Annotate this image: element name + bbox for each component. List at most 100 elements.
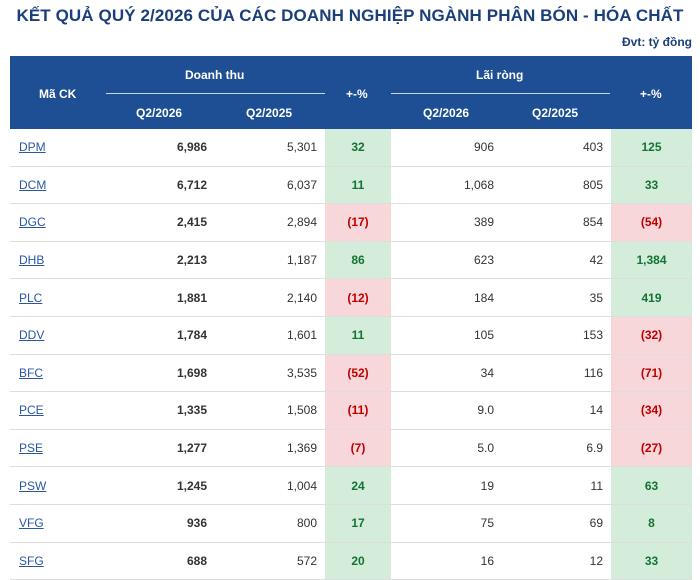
revenue-change: 86 [325, 241, 391, 279]
profit-q2-2026: 75 [480, 516, 494, 531]
profit-change: (34) [611, 392, 692, 429]
profit-change: 63 [611, 467, 692, 504]
revenue-change: (11) [325, 392, 391, 429]
profit-q2-2026: 5.0 [477, 441, 494, 456]
revenue-q2-2025: 800 [296, 516, 317, 531]
table-row: DGC 2,415 2,894 (17) 389 854 (54) [10, 204, 692, 242]
ticker-link[interactable]: SFG [19, 553, 44, 568]
table-row: DPM 6,986 5,301 32 906 403 125 [10, 129, 692, 167]
table-row: PSE 1,277 1,369 (7) 5.0 6.9 (27) [10, 429, 692, 468]
table-row: VFG 936 800 17 75 69 8 [10, 504, 692, 543]
revenue-change: 11 [325, 166, 391, 204]
revenue-change: 20 [325, 542, 391, 580]
revenue-q2-2025: 572 [296, 553, 317, 568]
table-row: DCM 6,712 6,037 11 1,068 805 33 [10, 166, 692, 205]
profit-q2-2026: 9.0 [477, 403, 494, 418]
profit-q2-2026: 105 [473, 328, 494, 343]
table-row: DHB 2,213 1,187 86 623 42 1,384 [10, 241, 692, 280]
ticker-link[interactable]: DGC [19, 215, 46, 230]
profit-q2-2025: 35 [589, 290, 603, 305]
profit-change: 33 [611, 542, 692, 580]
profit-q2-2026: 34 [480, 365, 494, 380]
profit-q2-2025: 805 [582, 177, 603, 192]
revenue-q2-2026: 936 [186, 516, 207, 531]
ticker-link[interactable]: VFG [19, 516, 44, 531]
profit-q2-2026: 906 [473, 140, 494, 155]
revenue-q2-2026: 6,986 [176, 140, 207, 155]
profit-q2-2025: 42 [589, 253, 603, 268]
revenue-change: 17 [325, 504, 391, 542]
table-row: SFG 688 572 20 16 12 33 [10, 542, 692, 580]
profit-change: 8 [611, 504, 692, 542]
profit-q2-2026: 623 [473, 253, 494, 268]
ticker-link[interactable]: PSW [19, 478, 47, 493]
revenue-q2-2026: 1,277 [176, 441, 207, 456]
unit-label: Đvt: tỷ đồng [622, 35, 692, 49]
profit-q2-2025: 116 [583, 365, 603, 380]
ticker-link[interactable]: DPM [19, 140, 46, 155]
profit-q2-2025: 153 [582, 328, 603, 343]
profit-q2-2025: 6.9 [586, 441, 603, 456]
revenue-q2-2025: 1,187 [286, 253, 317, 268]
revenue-q2-2025: 1,004 [286, 478, 317, 493]
revenue-change: 32 [325, 129, 391, 166]
revenue-q2-2026: 1,698 [176, 365, 207, 380]
revenue-change: (52) [325, 354, 391, 392]
revenue-q2-2026: 6,712 [176, 177, 207, 192]
profit-change: (71) [611, 354, 692, 392]
ticker-link[interactable]: PLC [19, 290, 43, 305]
revenue-q2-2026: 1,881 [176, 290, 207, 305]
revenue-q2-2026: 1,335 [176, 403, 207, 418]
revenue-q2-2025: 1,508 [286, 403, 317, 418]
profit-change: (32) [611, 316, 692, 354]
header-profit: Lãi ròng [476, 68, 524, 82]
profit-q2-2025: 14 [589, 403, 603, 418]
header-ticker: Mã CK [39, 87, 77, 101]
table-row: PCE 1,335 1,508 (11) 9.0 14 (34) [10, 392, 692, 430]
ticker-link[interactable]: DDV [19, 328, 45, 343]
header-rev-q2-2026: Q2/2026 [136, 106, 183, 120]
revenue-q2-2026: 2,415 [176, 215, 207, 230]
profit-change: 419 [611, 279, 692, 316]
header-rev-q2-2025: Q2/2025 [246, 106, 293, 120]
profit-q2-2026: 16 [480, 553, 494, 568]
revenue-change: 11 [325, 316, 391, 354]
revenue-change: (7) [325, 429, 391, 467]
header-np-q2-2025: Q2/2025 [532, 106, 579, 120]
table-body: DPM 6,986 5,301 32 906 403 125 DCM 6,712 6,037 11 1… [10, 129, 692, 580]
profit-q2-2025: 12 [589, 553, 603, 568]
ticker-link[interactable]: DHB [19, 253, 45, 268]
revenue-q2-2025: 2,140 [286, 290, 317, 305]
table-header: Mã CK Doanh thu Q2/2026 Q2/2025 +-% Lãi … [10, 56, 692, 129]
profit-q2-2025: 854 [582, 215, 603, 230]
ticker-link[interactable]: PCE [19, 403, 44, 418]
table-row: DDV 1,784 1,601 11 105 153 (32) [10, 316, 692, 355]
header-revenue: Doanh thu [185, 68, 245, 82]
profit-q2-2026: 1,068 [463, 177, 494, 192]
results-table: Mã CK Doanh thu Q2/2026 Q2/2025 +-% Lãi … [10, 56, 692, 580]
profit-q2-2026: 19 [480, 478, 494, 493]
revenue-change: (17) [325, 204, 391, 241]
profit-q2-2026: 184 [473, 290, 494, 305]
revenue-change: (12) [325, 279, 391, 316]
header-divider [391, 93, 610, 94]
revenue-q2-2025: 1,601 [286, 328, 317, 343]
header-divider [106, 93, 325, 94]
revenue-q2-2026: 2,213 [176, 253, 207, 268]
table-row: PLC 1,881 2,140 (12) 184 35 419 [10, 279, 692, 317]
table-row: BFC 1,698 3,535 (52) 34 116 (71) [10, 354, 692, 393]
profit-change: 33 [611, 166, 692, 204]
revenue-q2-2025: 2,894 [286, 215, 317, 230]
ticker-link[interactable]: BFC [19, 365, 43, 380]
header-np-q2-2026: Q2/2026 [423, 106, 470, 120]
page-title: KẾT QUẢ QUÝ 2/2026 CỦA CÁC DOANH NGHIỆP … [16, 6, 684, 25]
profit-q2-2025: 69 [589, 516, 603, 531]
revenue-q2-2026: 1,245 [176, 478, 207, 493]
profit-change: (54) [611, 204, 692, 241]
revenue-q2-2025: 1,369 [286, 441, 317, 456]
header-np-change: +-% [640, 87, 662, 101]
ticker-link[interactable]: DCM [19, 177, 47, 192]
table-row: PSW 1,245 1,004 24 19 11 63 [10, 467, 692, 505]
revenue-q2-2025: 6,037 [286, 177, 317, 192]
ticker-link[interactable]: PSE [19, 441, 44, 456]
